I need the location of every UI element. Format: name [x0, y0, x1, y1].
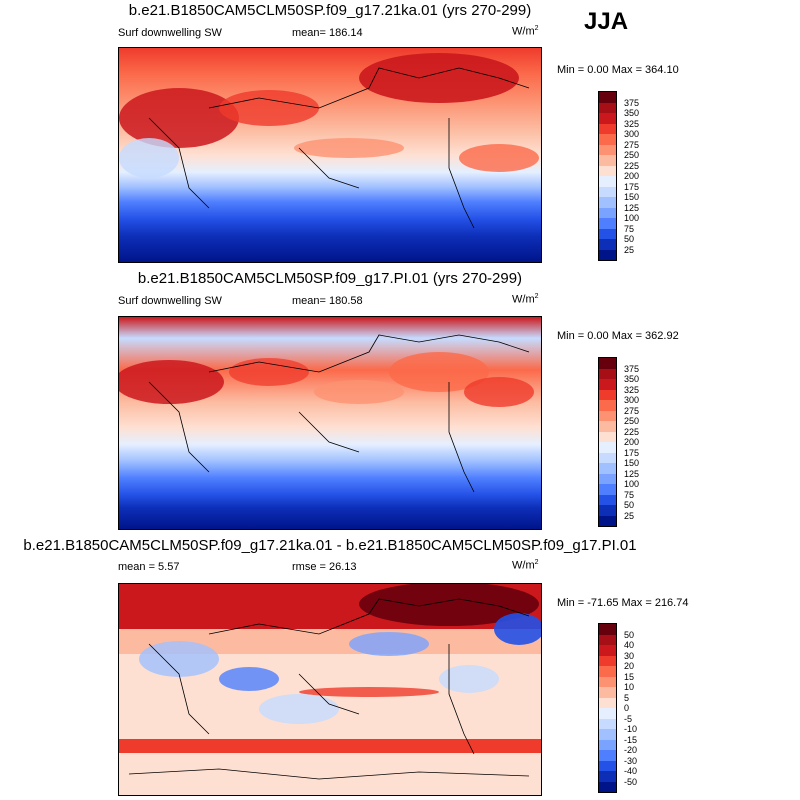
- panel-1-title: b.e21.B1850CAM5CLM50SP.f09_g17.21ka.01 (…: [128, 2, 532, 19]
- panel-1-center-label: mean= 186.14: [292, 27, 363, 39]
- panel-1-colorbar-tick: 75: [624, 223, 635, 234]
- panel-1-left-label: Surf downwelling SW: [118, 27, 222, 39]
- panel-2-title: b.e21.B1850CAM5CLM50SP.f09_g17.PI.01 (yr…: [137, 270, 523, 287]
- panel-2-colorbar: [598, 357, 617, 527]
- panel-1-colorbar-tick: 275: [624, 139, 640, 150]
- panel-1-minmax: Min = 0.00 Max = 364.10: [557, 64, 679, 76]
- panel-3-left-label: mean = 5.57: [118, 561, 180, 573]
- panel-2-colorbar-tick: 150: [624, 458, 640, 468]
- panel-1-colorbar-tick: 375: [624, 97, 640, 108]
- panel-3-colorbar-tick: 40: [624, 640, 635, 650]
- panel-2-colorbar-tick: 375: [624, 363, 640, 374]
- panel-2-center-label: mean= 180.58: [292, 295, 363, 307]
- panel-2-colorbar-tick: 25: [624, 510, 635, 521]
- panel-2-colorbar-tick: 325: [624, 384, 640, 395]
- panel-2-colorbar-tick: 225: [624, 426, 640, 437]
- panel-2-colorbar-tick: 200: [624, 437, 640, 447]
- panel-2-colorbar-tick: 100: [624, 479, 640, 489]
- panel-3-minmax: Min = -71.65 Max = 216.74: [557, 597, 689, 609]
- panel-2-coastlines: [148, 334, 530, 493]
- panel-1-colorbar-tick: 325: [624, 118, 640, 129]
- panel-1-units: W/m2: [512, 25, 539, 38]
- panel-1-field: [119, 48, 541, 262]
- panel-3-colorbar-tick: -20: [624, 745, 638, 755]
- panel-1-colorbar-tick: 225: [624, 160, 640, 171]
- panel-2-colorbar-tick: 125: [624, 468, 640, 479]
- panel-3-colorbar-tick: -50: [624, 776, 638, 787]
- panel-3-colorbar-tick: 5: [624, 692, 630, 703]
- panel-3-colorbar-tick: -40: [624, 766, 638, 776]
- panel-1-colorbar-tick: 150: [624, 192, 640, 202]
- panel-3-colorbar: [598, 623, 617, 793]
- panel-3-colorbar-tick: -15: [624, 734, 638, 745]
- panel-2-left-label: Surf downwelling SW: [118, 295, 222, 307]
- panel-2-colorbar-tick: 350: [624, 374, 640, 384]
- panel-1-colorbar-tick: 300: [624, 129, 640, 139]
- panel-2-colorbar-tick: 75: [624, 489, 635, 500]
- panel-2-field: [119, 317, 541, 529]
- panel-3-colorbar-tick: 30: [624, 650, 635, 661]
- panel-1-map: [118, 47, 542, 263]
- panel-1-colorbar-tick: 50: [624, 234, 635, 244]
- panel-3-colorbar-tick: 50: [624, 629, 635, 640]
- panel-1-colorbar-tick: 250: [624, 150, 640, 160]
- panel-3-center-label: rmse = 26.13: [292, 561, 357, 573]
- panel-2-minmax: Min = 0.00 Max = 362.92: [557, 330, 679, 342]
- panel-3-colorbar-tick: -5: [624, 713, 633, 724]
- panel-1-colorbar-tick: 100: [624, 213, 640, 223]
- panel-2-map: [118, 316, 542, 530]
- panel-2-colorbar-tick: 250: [624, 416, 640, 426]
- panel-2-units: W/m2: [512, 293, 539, 306]
- panel-3-colorbar-tick: -30: [624, 755, 638, 766]
- panel-1-colorbar-tick: 200: [624, 171, 640, 181]
- panel-1-coastlines: [148, 67, 530, 229]
- panel-1-colorbar-tick: 125: [624, 202, 640, 213]
- panel-3-colorbar-tick: 0: [624, 703, 630, 713]
- panel-3-field: [119, 584, 541, 795]
- panel-1-colorbar: [598, 91, 617, 261]
- panel-3-colorbar-tick: 20: [624, 661, 635, 671]
- panel-3-colorbar-tick: 10: [624, 682, 635, 692]
- panel-2-colorbar-tick: 50: [624, 500, 635, 510]
- panel-3-colorbar-tick: 15: [624, 671, 635, 682]
- season-label: JJA: [584, 8, 629, 35]
- panel-3-units: W/m2: [512, 559, 539, 572]
- panel-1-colorbar-tick: 25: [624, 244, 635, 255]
- panel-2-colorbar-tick: 275: [624, 405, 640, 416]
- panel-1-colorbar-tick: 175: [624, 181, 640, 192]
- panel-2-colorbar-tick: 300: [624, 395, 640, 405]
- panel-2-colorbar-tick: 175: [624, 447, 640, 458]
- panel-1-colorbar-tick: 350: [624, 108, 640, 118]
- panel-3-map: [118, 583, 542, 796]
- panel-3-coastlines: [128, 598, 530, 780]
- panel-3-colorbar-tick: -10: [624, 724, 638, 734]
- panel-3-title: b.e21.B1850CAM5CLM50SP.f09_g17.21ka.01 -…: [23, 537, 637, 554]
